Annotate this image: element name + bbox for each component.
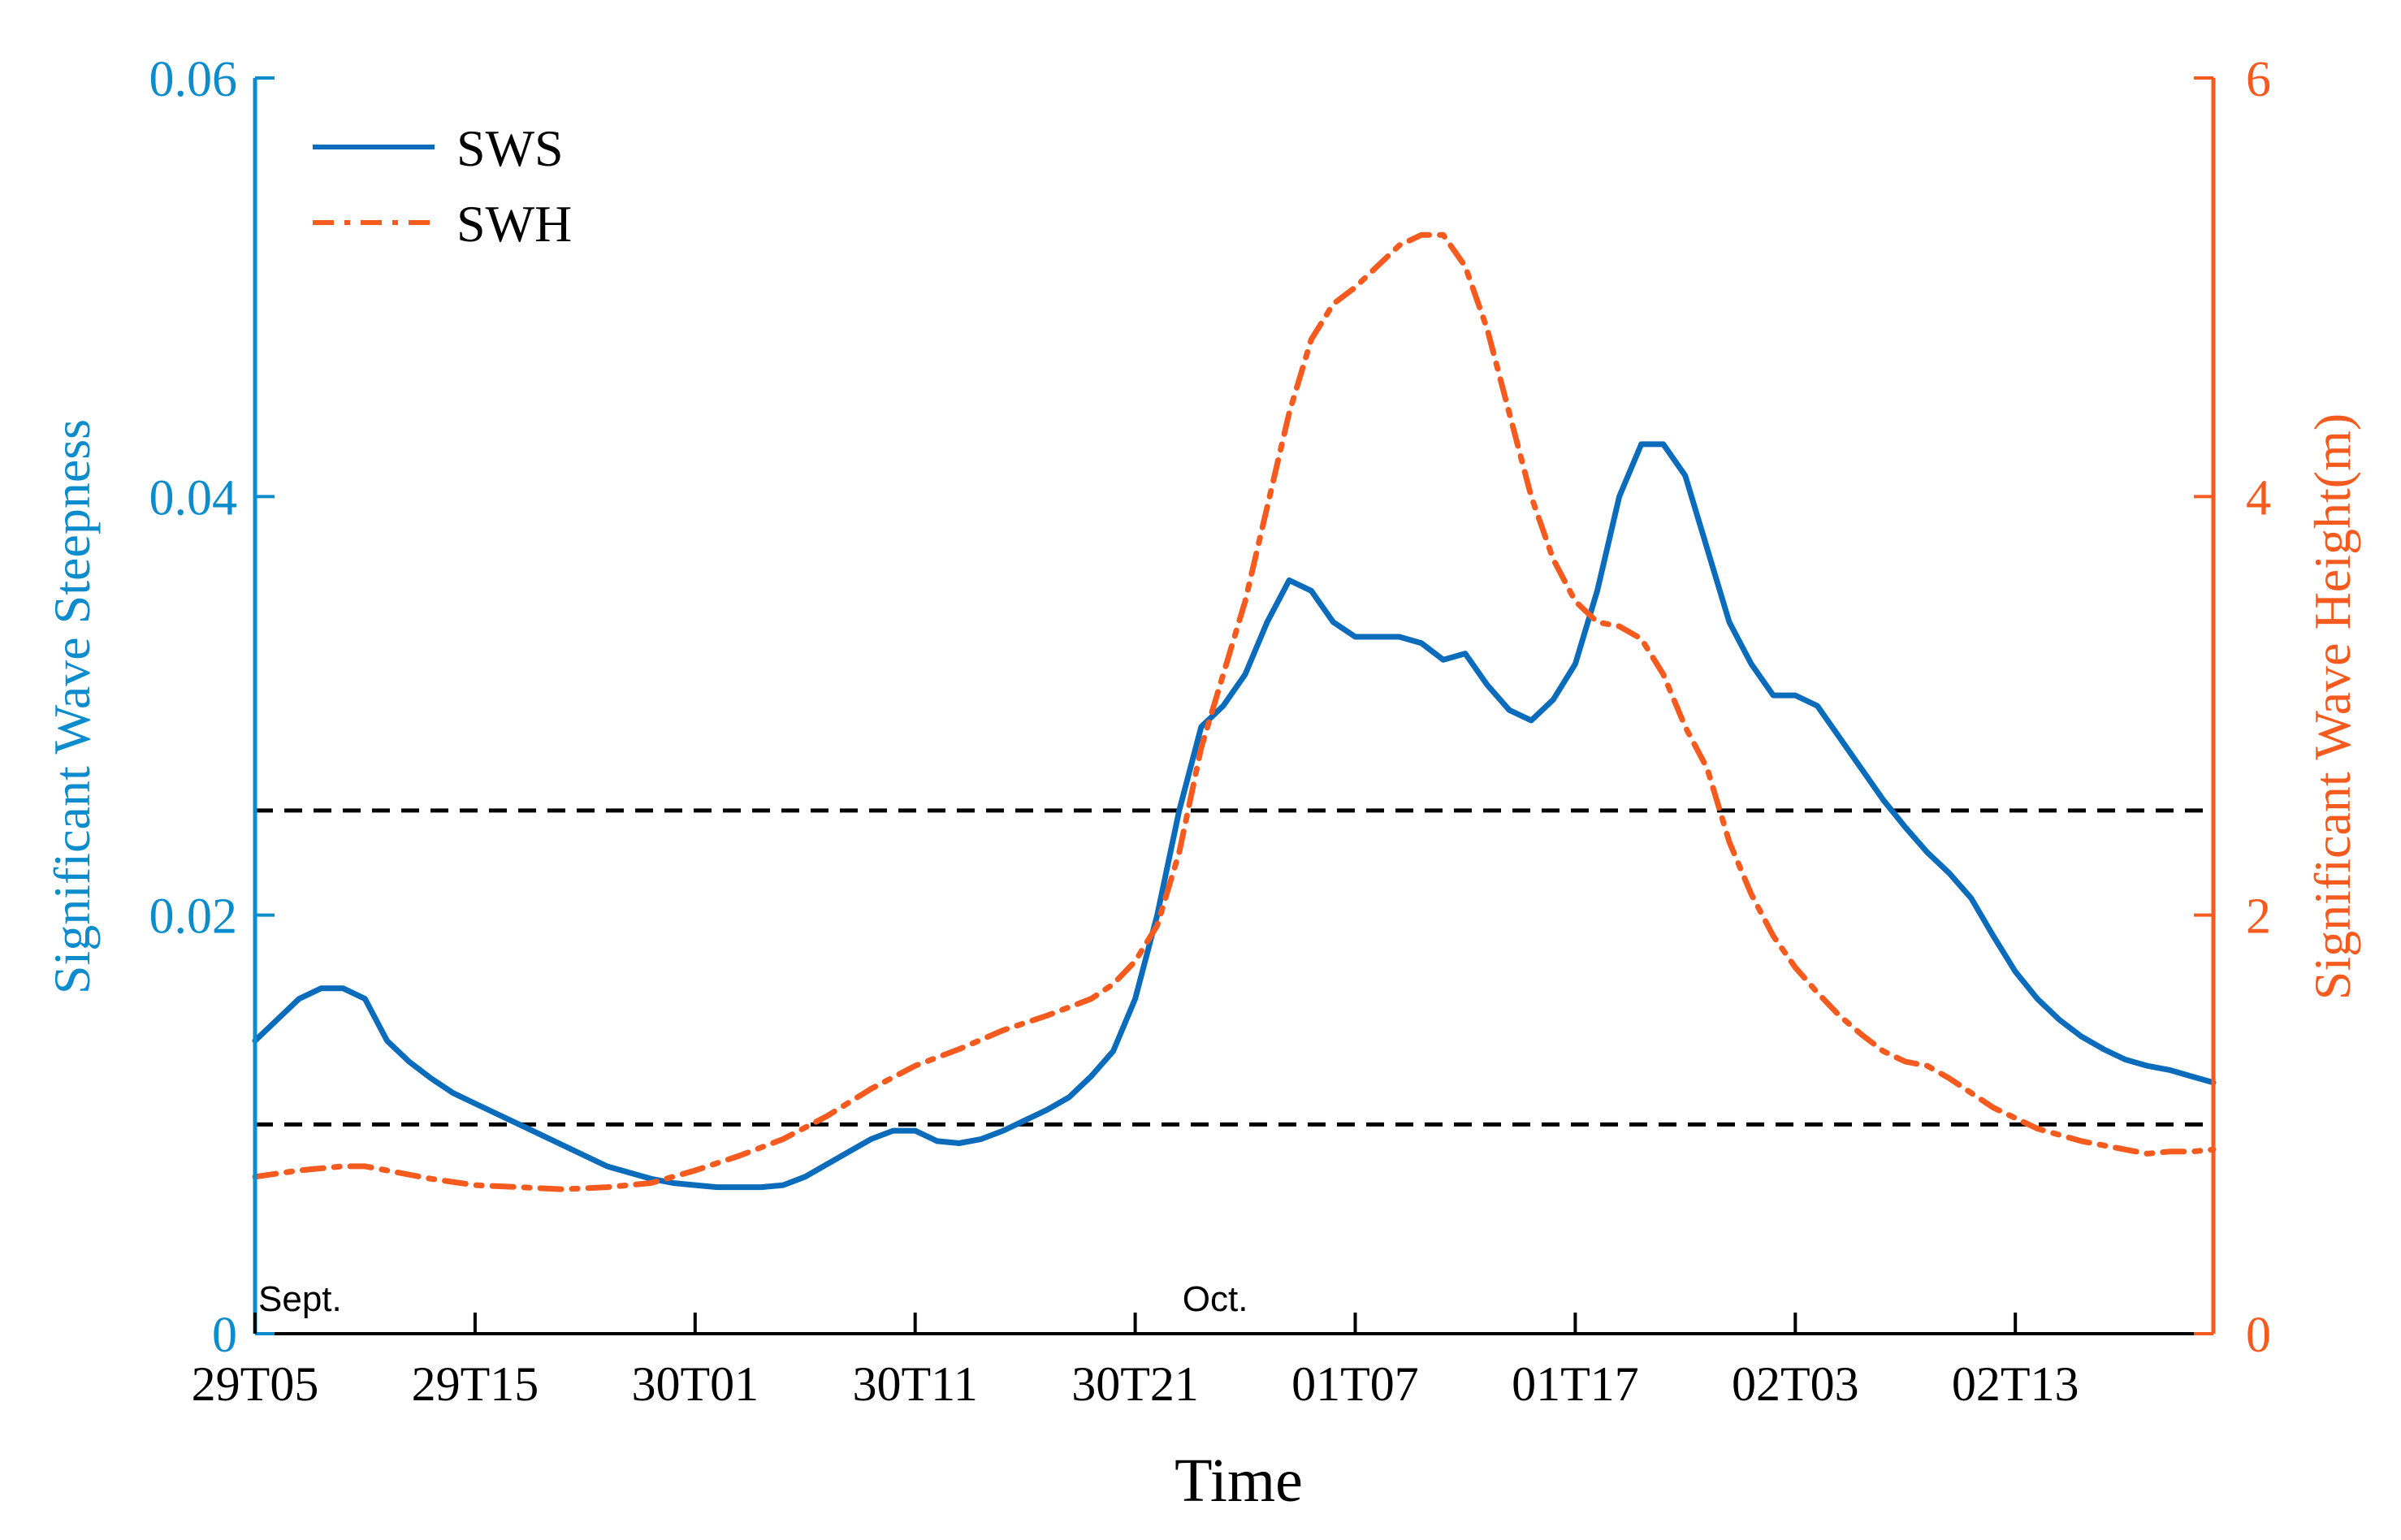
right-y-axis-title: Significant Wave Height(m): [2304, 413, 2361, 1000]
left-y-tick-label: 0.04: [149, 470, 238, 526]
left-y-axis-title: Significant Wave Steepness: [43, 419, 101, 994]
left-y-ticks: 0 0.02 0.04 0.06: [149, 52, 275, 1363]
left-y-tick-label: 0.02: [149, 889, 238, 945]
x-tick-label: 30T21: [1071, 1357, 1199, 1411]
left-y-tick-label: 0.06: [149, 52, 238, 107]
reference-lines: [255, 808, 2213, 1127]
series-line-sws: [252, 441, 2217, 1191]
legend-label-swh: SWH: [456, 195, 572, 253]
x-tick-label: 30T01: [631, 1357, 759, 1411]
x-axis-title: Time: [1175, 1447, 1303, 1515]
legend-label-sws: SWS: [456, 119, 564, 177]
x-tick-label: 29T05: [192, 1357, 319, 1411]
month-label: Oct.: [1183, 1279, 1248, 1319]
x-tick-label: 01T17: [1512, 1357, 1639, 1411]
series-layer: [252, 231, 2217, 1192]
x-tick-label: 01T07: [1291, 1357, 1419, 1411]
right-y-tick-label: 0: [2246, 1308, 2271, 1363]
x-tick-label: 30T11: [852, 1357, 977, 1411]
month-label: Sept.: [258, 1279, 342, 1319]
right-y-tick-label: 2: [2246, 889, 2271, 945]
series-line-swh: [252, 231, 2217, 1192]
x-tick-label: 02T13: [1952, 1357, 2079, 1411]
x-tick-label: 29T15: [412, 1357, 539, 1411]
x-tick-label: 02T03: [1732, 1357, 1859, 1411]
right-y-ticks: 0 2 4 6: [2194, 52, 2271, 1363]
legend: SWS SWH: [313, 119, 572, 253]
right-y-tick-label: 6: [2246, 52, 2271, 107]
month-annotations: Sept. Oct.: [258, 1279, 1248, 1319]
x-ticks: 29T05 29T15 30T01 30T11 30T21 01T07 01T17 02T03…: [192, 1313, 2079, 1411]
left-y-tick-label: 0: [212, 1308, 237, 1363]
right-y-tick-label: 4: [2246, 470, 2271, 526]
